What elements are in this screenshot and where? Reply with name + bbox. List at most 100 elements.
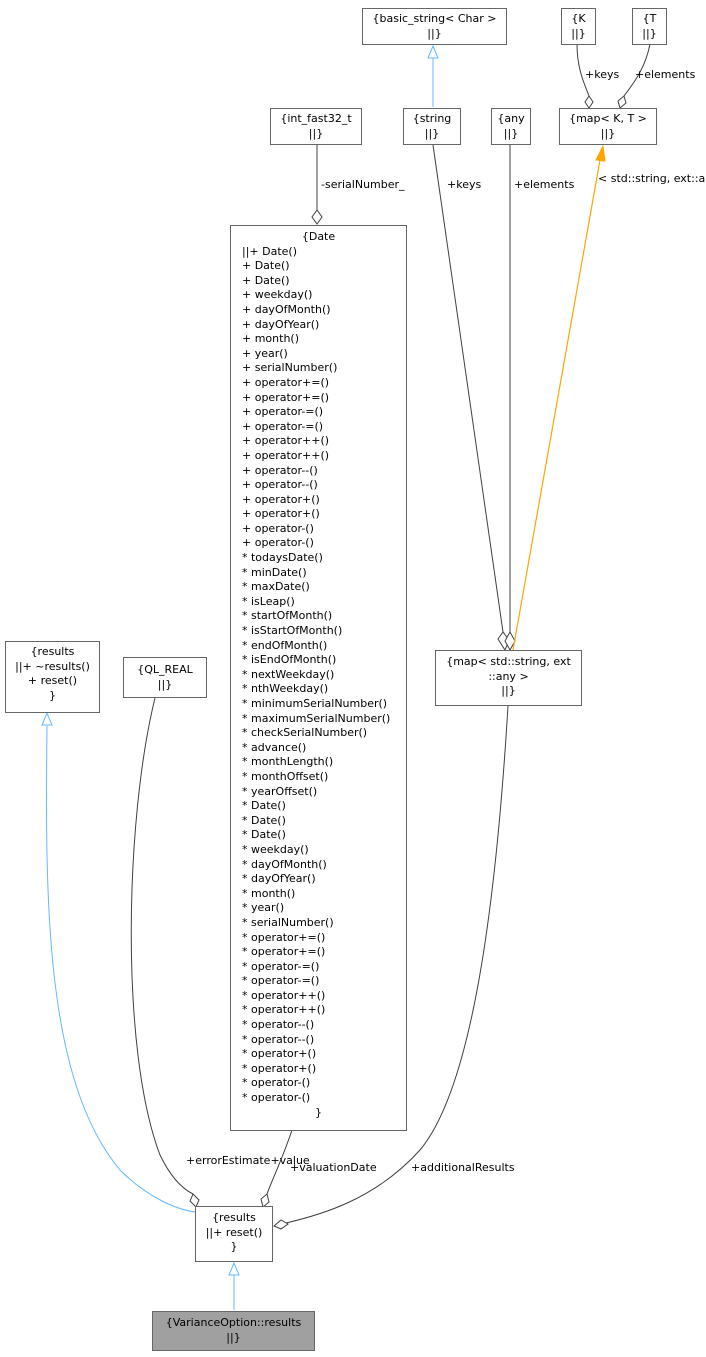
node-date-line: * operator+=(): [242, 945, 326, 959]
label-k-keys: +keys: [585, 68, 620, 81]
node-date-line: * operator-=(): [242, 974, 320, 988]
label-error-value: +errorEstimate+value: [186, 1154, 310, 1168]
edge-valuation-date: [260, 1129, 293, 1208]
node-results-base-line: }: [49, 688, 56, 702]
node-date-line: * endOfMonth(): [242, 638, 328, 652]
node-date-line: + month(): [242, 332, 299, 346]
node-basic-string[interactable]: {basic_string< Char > ||}: [362, 8, 507, 45]
node-ql-real[interactable]: {QL_REAL ||}: [123, 657, 207, 698]
label-template-args: < std::string, ext::any >: [598, 172, 706, 186]
node-date-line: * operator--(): [242, 1032, 315, 1046]
node-date-line: * operator++(): [242, 988, 326, 1002]
node-date-line: + Date(): [242, 259, 290, 273]
node-results[interactable]: {results ||+ reset()}: [195, 1206, 273, 1262]
node-basic-string-line: {basic_string< Char >: [372, 12, 497, 25]
node-variance-option-results[interactable]: {VarianceOption::results ||}: [152, 1311, 315, 1351]
edge-additional-results: [273, 705, 509, 1230]
node-string[interactable]: {string ||}: [403, 108, 461, 145]
node-date-line: + dayOfMonth(): [242, 302, 331, 316]
node-date-line: * serialNumber(): [242, 915, 334, 929]
node-date-line: * operator-(): [242, 1091, 311, 1105]
node-any-line: {any: [497, 112, 525, 125]
edge-serial-number: [311, 145, 323, 225]
label-error-value-line: +value: [270, 1154, 310, 1167]
node-k[interactable]: {K ||}: [561, 8, 596, 45]
node-ql-real-line: {QL_REAL: [137, 663, 193, 676]
node-date-line: * isEndOfMonth(): [242, 653, 337, 667]
node-date-line: + operator--(): [242, 463, 318, 477]
node-date-line: * year(): [242, 901, 285, 915]
node-results-line: {results: [212, 1211, 256, 1224]
node-results-base[interactable]: {results ||+ ~results() + reset()}: [5, 641, 100, 713]
node-t[interactable]: {T ||}: [632, 8, 667, 45]
node-results-base-line: + reset(): [27, 674, 78, 688]
node-date-line: * monthLength(): [242, 755, 334, 769]
node-date-line: * checkSerialNumber(): [242, 726, 368, 740]
node-date-line: * month(): [242, 886, 296, 900]
node-date-line: * operator+=(): [242, 930, 326, 944]
node-map-string-any-line: ||}: [501, 684, 516, 698]
node-date-line: * maxDate(): [242, 580, 310, 594]
label-template-args-line: < std::string, ext: [598, 172, 692, 185]
node-date-line: + dayOfYear(): [242, 317, 320, 331]
node-date-line: * weekday(): [242, 842, 309, 856]
node-date-line: * Date(): [242, 813, 286, 827]
node-any-line: ||}: [503, 126, 519, 140]
node-date-line: + operator+=(): [242, 390, 330, 404]
node-date-line: + Date(): [242, 273, 290, 287]
node-map-k-t-line: ||}: [600, 126, 616, 140]
node-date-line: * operator-=(): [242, 959, 320, 973]
node-date-line: * minDate(): [242, 565, 307, 579]
node-date[interactable]: {Date ||+ Date() + Date() + Date() + weekday…: [230, 225, 407, 1131]
node-date-line: + operator-(): [242, 521, 314, 535]
node-variance-option-results-line: {VarianceOption::results: [165, 1316, 302, 1329]
label-additional-results: +additionalResults: [411, 1161, 515, 1174]
node-results-base-line: {results: [30, 645, 75, 658]
node-date-line: + weekday(): [242, 288, 313, 302]
edge-results-inherits-results-base: [41, 711, 196, 1213]
node-string-line: {string: [412, 112, 452, 125]
node-map-string-any[interactable]: {map< std::string, ext::any > ||}: [435, 650, 582, 706]
node-map-k-t[interactable]: {map< K, T > ||}: [559, 108, 657, 145]
node-date-line: * monthOffset(): [242, 769, 329, 783]
node-date-line: * todaysDate(): [242, 551, 323, 565]
node-date-line: * nthWeekday(): [242, 682, 329, 696]
label-template-args-line: ::any >: [691, 172, 706, 185]
node-map-string-any-line: ::any >: [488, 669, 529, 683]
label-valuation-date: +valuationDate: [290, 1161, 377, 1174]
node-any[interactable]: {any ||}: [491, 108, 531, 145]
edge-any-elements: [504, 145, 516, 652]
node-int-fast32-line: ||}: [308, 126, 324, 140]
node-date-line: * nextWeekday(): [242, 667, 335, 681]
label-any-elements: +elements: [514, 178, 575, 191]
node-k-line: {K: [571, 12, 586, 25]
label-serial-number: -serialNumber_: [321, 178, 405, 191]
node-int-fast32[interactable]: {int_fast32_t ||}: [270, 108, 362, 145]
node-date-line: * yearOffset(): [242, 784, 318, 798]
node-date-line: * advance(): [242, 740, 307, 754]
node-date-line: + operator++(): [242, 448, 330, 462]
node-date-line: + operator-(): [242, 536, 314, 550]
label-t-elements: +elements: [635, 68, 696, 81]
node-int-fast32-line: {int_fast32_t: [280, 112, 352, 125]
node-date-line: + operator+(): [242, 492, 320, 506]
label-error-value-line: +errorEstimate: [186, 1154, 271, 1167]
node-date-line: + operator+=(): [242, 375, 330, 389]
node-map-k-t-line: {map< K, T >: [569, 112, 647, 125]
node-date-line: ||+ Date(): [242, 244, 297, 258]
node-date-line: + operator--(): [242, 478, 318, 492]
node-date-line: * maximumSerialNumber(): [242, 711, 391, 725]
node-date-line: * operator--(): [242, 1018, 315, 1032]
node-basic-string-line: ||}: [427, 26, 442, 40]
node-date-line: + serialNumber(): [242, 361, 338, 375]
node-date-line: * startOfMonth(): [242, 609, 333, 623]
node-date-line: * isLeap(): [242, 594, 295, 608]
node-date-line: + operator-=(): [242, 405, 324, 419]
node-string-line: ||}: [424, 126, 440, 140]
node-t-line: ||}: [642, 26, 657, 40]
node-date-line: {Date: [301, 230, 336, 243]
node-date-line: + operator++(): [242, 434, 330, 448]
node-k-line: ||}: [571, 26, 586, 40]
node-date-line: * Date(): [242, 828, 286, 842]
